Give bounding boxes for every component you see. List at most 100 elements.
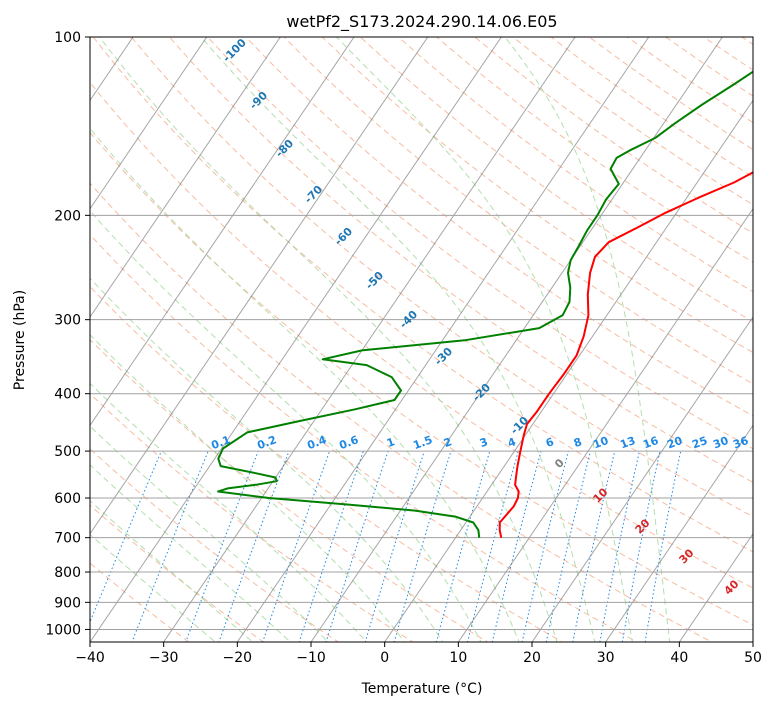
line-annotation: -20 <box>470 381 493 404</box>
moist-adiabat-line <box>504 37 671 642</box>
y-tick-label: 800 <box>54 565 81 581</box>
dry-adiabat-line <box>90 233 639 642</box>
line-annotation: 4 <box>506 435 518 450</box>
line-annotation: 0 <box>552 456 567 471</box>
mixing-ratio-line <box>364 450 425 642</box>
chart-title: wetPf2_S173.2024.290.14.06.E05 <box>286 12 557 32</box>
y-tick-label: 300 <box>54 313 81 329</box>
dry-adiabat-line <box>90 504 265 642</box>
profile-lines <box>217 70 753 538</box>
x-axis-label: Temperature (°C) <box>361 681 483 697</box>
isotherm-line <box>236 37 650 642</box>
y-tick-label: 900 <box>54 595 81 611</box>
line-annotation: 30 <box>677 546 697 566</box>
line-annotation: 1 <box>385 435 397 450</box>
line-annotation: 36 <box>731 434 750 452</box>
dry-adiabat-line <box>90 448 340 642</box>
isotherm-line <box>0 10 4 654</box>
line-annotation: 10 <box>591 485 611 505</box>
line-annotation: 16 <box>641 434 660 452</box>
line-annotation: -60 <box>332 225 355 248</box>
mixing-ratio-line <box>325 450 389 642</box>
line-annotation: 0.2 <box>255 433 278 452</box>
y-axis-label: Pressure (hPa) <box>12 290 28 390</box>
mixing-ratio-line <box>131 450 209 642</box>
moist-adiabat-line <box>200 37 596 642</box>
dry-adiabat-line <box>397 37 753 293</box>
moist-adiabat-line <box>90 464 292 642</box>
isotherm-line <box>90 37 281 318</box>
dry-adiabat-line <box>90 285 564 642</box>
dry-adiabat-line <box>512 37 753 206</box>
dry-adiabat-line <box>588 37 753 151</box>
mixing-ratio-line <box>521 450 569 642</box>
mixing-ratio-line <box>644 450 682 642</box>
isotherm-line <box>90 37 208 210</box>
isotherm-line <box>678 532 753 642</box>
dry-adiabat-line <box>435 37 753 263</box>
moist-adiabat-line <box>90 210 482 642</box>
y-tick-label: 1000 <box>45 622 81 638</box>
moist-adiabat-line <box>90 127 520 642</box>
dry-adiabat-line <box>321 37 753 354</box>
line-annotation: -80 <box>273 137 296 160</box>
line-annotation: 20 <box>633 516 653 536</box>
line-annotation: 10 <box>591 434 610 452</box>
isotherm-line <box>90 37 355 427</box>
dry-adiabat-line <box>168 37 753 483</box>
dry-adiabat-line <box>90 392 414 642</box>
line-annotation: -70 <box>302 183 325 206</box>
moist-adiabat-line <box>336 37 633 642</box>
y-tick-label: 700 <box>54 531 81 547</box>
mixing-ratio-line <box>435 450 491 642</box>
mixing-ratio-line <box>218 450 290 642</box>
x-tick-label: 40 <box>670 650 688 666</box>
x-tick-label: 50 <box>744 650 762 666</box>
mixing-ratio-line <box>393 450 452 642</box>
y-tick-label: 500 <box>54 444 81 460</box>
dry-adiabat-line <box>741 37 753 45</box>
moist-adiabat-line <box>90 533 217 642</box>
x-tick-label: 30 <box>597 650 615 666</box>
dry-adiabat-line <box>739 10 775 654</box>
y-tick-label: 200 <box>54 208 81 224</box>
line-annotation: -50 <box>363 269 386 292</box>
line-annotation: 13 <box>618 434 637 451</box>
y-axis-ticks: 1000 900 800 700 600 500 400 300 200 100 <box>45 30 90 638</box>
line-annotation: 0.6 <box>337 433 360 452</box>
line-annotation: -30 <box>432 345 455 368</box>
background-lines <box>0 10 775 654</box>
line-annotation: -10 <box>508 414 531 437</box>
x-tick-label: −30 <box>149 650 179 666</box>
line-annotations: -100-90-80-70-60-50-40-30-20-100.1 0.2 0.4… <box>209 36 750 598</box>
x-tick-label: −20 <box>223 650 253 666</box>
dry-adiabat-line <box>90 182 713 642</box>
y-tick-label: 600 <box>54 491 81 507</box>
dry-adiabat-line <box>245 37 753 417</box>
moist-adiabat-line <box>99 37 558 642</box>
plot-frame <box>89 36 754 643</box>
dry-adiabat-line <box>90 131 753 626</box>
x-tick-label: −10 <box>296 650 326 666</box>
isotherm-line <box>90 37 429 535</box>
line-annotation: 20 <box>665 434 684 452</box>
moist-adiabat-line <box>90 499 254 642</box>
dry-adiabat-line <box>90 562 190 642</box>
x-tick-label: 0 <box>380 650 389 666</box>
dry-adiabat-line <box>283 37 753 385</box>
line-annotation: -100 <box>220 36 249 65</box>
isotherm-line <box>163 37 576 642</box>
x-tick-label: −40 <box>75 650 105 666</box>
line-annotation: 1.5 <box>411 433 434 452</box>
x-tick-label: 10 <box>449 650 467 666</box>
line-annotation: 8 <box>572 435 584 450</box>
dry-adiabat-line <box>359 37 753 323</box>
x-tick-label: 20 <box>523 650 541 666</box>
mixing-ratio-line <box>185 450 259 642</box>
dewpoint-profile-line <box>217 70 753 538</box>
moist-adiabat-line <box>90 425 329 642</box>
isotherm-line <box>90 37 502 642</box>
x-axis-ticks: −40 −30 −20 −10 0 10 20 30 40 50 <box>75 642 762 666</box>
line-annotation: 25 <box>690 434 709 451</box>
